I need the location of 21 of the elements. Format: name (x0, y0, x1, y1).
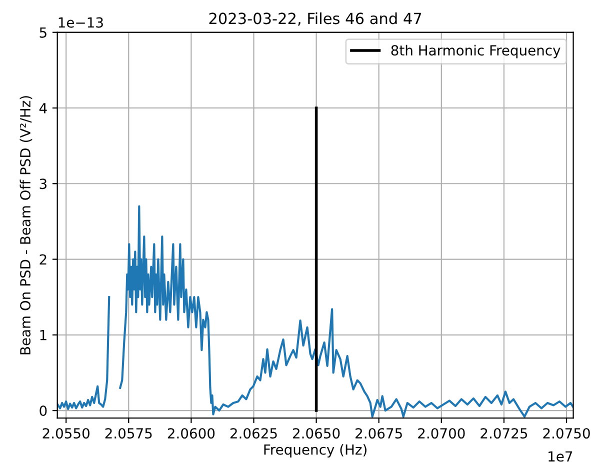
x-axis-title: Frequency (Hz) (264, 444, 366, 458)
x-tick-label: 2.0600 (168, 428, 215, 439)
y-tick-label: 5 (40, 27, 46, 38)
y-tick-label: 2 (40, 254, 46, 265)
chart-title: 2023-03-22, Files 46 and 47 (209, 12, 422, 26)
text: 1e−13 (58, 17, 103, 28)
x-tick-label: 2.0625 (230, 428, 277, 439)
x-tick-label: 2.0700 (418, 428, 465, 439)
y-tick-label: 3 (40, 178, 46, 190)
y-axis-title: Beam On PSD - Beam Off PSD (V²/Hz) (20, 96, 32, 354)
x-tick-label: 2.0675 (356, 428, 402, 439)
x-tick-label: 2.0575 (105, 428, 152, 439)
y-tick-label: 0 (40, 406, 47, 416)
x-tick-label: 2.0725 (480, 428, 528, 439)
x-tick-label: 2.0650 (293, 428, 340, 439)
y-tick-label: 1 (40, 330, 46, 340)
y-tick-label: 4 (39, 103, 47, 114)
legend-label: 8th Harmonic Frequency (391, 44, 560, 58)
text: 1e7 (548, 451, 572, 462)
x-tick-label: 2.0750 (543, 428, 590, 439)
x-tick-label: 2.0550 (42, 428, 90, 439)
